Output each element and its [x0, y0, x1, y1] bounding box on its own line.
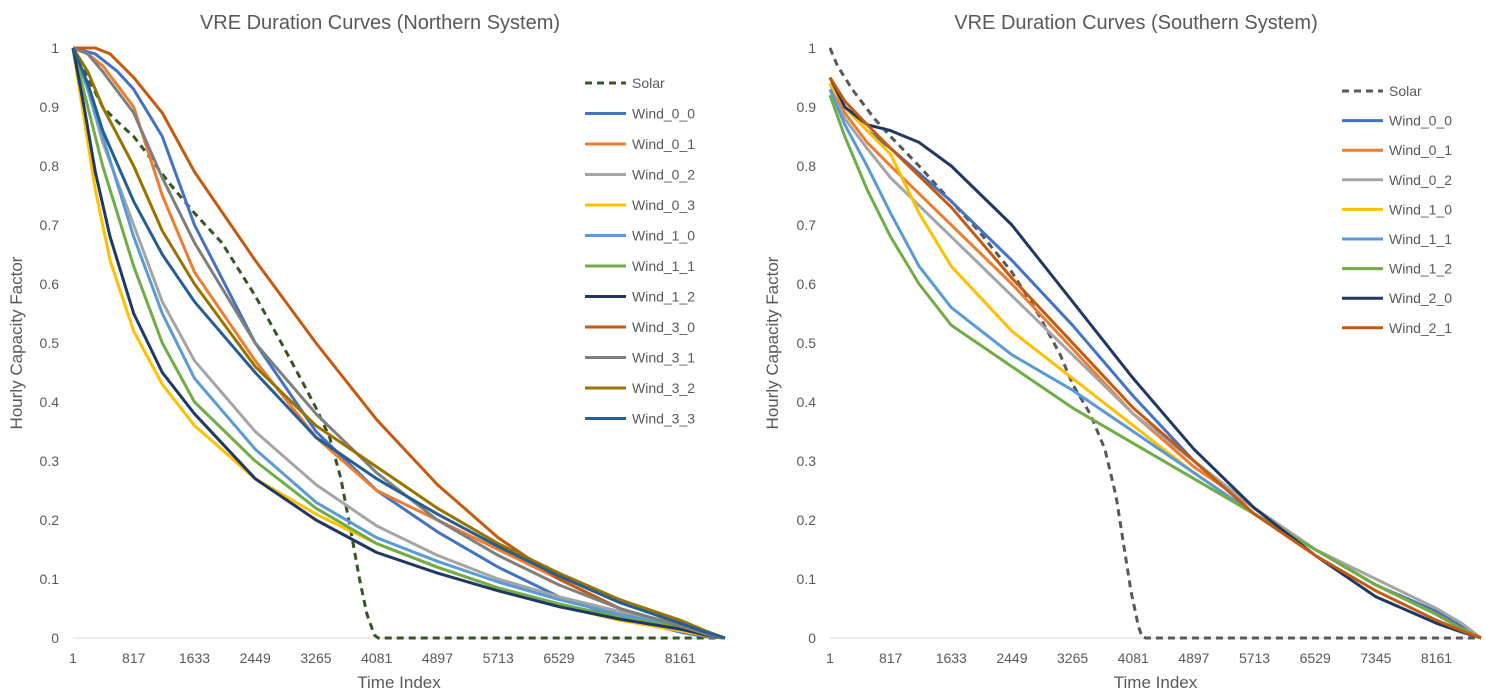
y-tick-label: 0.2	[40, 512, 60, 528]
series-line-wind-2-0	[828, 76, 1482, 640]
y-axis-label: Hourly Capacity Factor	[763, 256, 782, 429]
y-tick-label: 1	[51, 40, 59, 56]
legend-label-wind-1-0: Wind_1_0	[1389, 201, 1452, 217]
legend-label-wind-0-1: Wind_0_1	[632, 136, 695, 152]
x-tick-label: 3265	[300, 650, 331, 666]
y-tick-label: 0.7	[40, 217, 60, 233]
series-line-wind-3-1	[72, 46, 726, 640]
y-tick-label: 0.5	[797, 335, 817, 351]
y-tick-label: 0.8	[797, 158, 817, 174]
legend-label-wind-3-3: Wind_3_3	[632, 411, 695, 427]
y-tick-label: 0.4	[40, 394, 60, 410]
series-line-wind-0-0	[72, 46, 726, 640]
legend-label-wind-0-1: Wind_0_1	[1389, 142, 1452, 158]
series-line-wind-0-2	[71, 47, 726, 640]
chart-title: VRE Duration Curves (Southern System)	[954, 12, 1317, 34]
x-tick-label: 817	[122, 650, 146, 666]
legend-label-wind-0-2: Wind_0_2	[1389, 172, 1452, 188]
series-line-wind-1-2	[828, 94, 1482, 640]
x-tick-label: 3265	[1057, 650, 1088, 666]
series-line-wind-0-1	[72, 46, 726, 640]
x-tick-label: 1633	[936, 650, 967, 666]
legend-label-wind-1-2: Wind_1_2	[632, 289, 695, 305]
legend: Solar Wind_0_0 Wind_0_1 Wind_0_2 Wind_0_3 Win…	[585, 75, 695, 427]
x-tick-label: 1	[826, 650, 834, 666]
series-line-wind-3-3	[71, 47, 726, 640]
x-tick-label: 2449	[996, 650, 1027, 666]
x-tick-label: 6529	[543, 650, 574, 666]
legend-label-wind-1-2: Wind_1_2	[1389, 261, 1452, 277]
series-line-solar	[828, 47, 1481, 640]
series-line-wind-0-2	[828, 88, 1482, 640]
y-tick-label: 0.9	[40, 99, 60, 115]
series-line-wind-2-1	[828, 76, 1482, 640]
legend-label-solar: Solar	[1389, 83, 1422, 99]
series-line-solar	[71, 47, 725, 640]
legend-label-wind-3-1: Wind_3_1	[632, 350, 695, 366]
legend-label-wind-2-1: Wind_2_1	[1389, 320, 1452, 336]
panel-southern: VRE Duration Curves (Southern System) Hou…	[763, 12, 1482, 692]
y-tick-label: 0.3	[40, 453, 60, 469]
y-tick-label: 0	[808, 630, 816, 646]
y-tick-label: 0.6	[797, 276, 817, 292]
y-tick-label: 0	[51, 630, 59, 646]
y-axis-label: Hourly Capacity Factor	[7, 256, 26, 429]
y-tick-label: 0.5	[40, 335, 60, 351]
x-tick-label: 4081	[361, 650, 392, 666]
series-line-wind-1-0	[828, 82, 1482, 640]
y-tick-label: 0.6	[40, 276, 60, 292]
chart-title: VRE Duration Curves (Northern System)	[200, 12, 560, 34]
series-line-wind-1-0	[71, 47, 726, 640]
x-tick-label: 1	[69, 650, 77, 666]
y-tick-label: 0.4	[797, 394, 817, 410]
x-tick-label: 4081	[1118, 650, 1149, 666]
x-tick-label: 4897	[1178, 650, 1209, 666]
series-line-wind-0-3	[71, 47, 726, 640]
x-tick-label: 2449	[240, 650, 271, 666]
x-tick-label: 5713	[1239, 650, 1270, 666]
legend-label-wind-2-0: Wind_2_0	[1389, 290, 1452, 306]
series-line-wind-0-1	[828, 82, 1482, 640]
x-tick-label: 817	[879, 650, 903, 666]
legend-label-wind-0-0: Wind_0_0	[632, 106, 695, 122]
legend-label-wind-1-1: Wind_1_1	[632, 258, 695, 274]
x-axis-label: Time Index	[1114, 673, 1198, 692]
x-tick-label: 4897	[422, 650, 453, 666]
series-line-wind-3-0	[73, 46, 726, 640]
y-tick-label: 0.9	[797, 99, 817, 115]
y-tick-label: 0.2	[797, 512, 817, 528]
y-tick-label: 0.3	[797, 453, 817, 469]
y-tick-label: 1	[808, 40, 816, 56]
x-tick-label: 8161	[665, 650, 696, 666]
x-tick-label: 7345	[1360, 650, 1391, 666]
y-tick-label: 0.1	[40, 571, 60, 587]
x-axis-label: Time Index	[357, 673, 441, 692]
x-tick-label: 5713	[483, 650, 514, 666]
series-line-wind-1-2	[71, 47, 726, 640]
legend-label-wind-3-2: Wind_3_2	[632, 380, 695, 396]
legend-label-wind-0-3: Wind_0_3	[632, 197, 695, 213]
legend-label-wind-1-1: Wind_1_1	[1389, 231, 1452, 247]
legend-label-wind-0-2: Wind_0_2	[632, 167, 695, 183]
x-tick-label: 1633	[179, 650, 210, 666]
series-line-wind-1-1	[828, 88, 1482, 640]
panel-northern: VRE Duration Curves (Northern System) Hou…	[7, 12, 726, 692]
y-tick-label: 0.7	[797, 217, 817, 233]
legend-label-wind-0-0: Wind_0_0	[1389, 113, 1452, 129]
x-tick-label: 7345	[604, 650, 635, 666]
legend-label-wind-3-0: Wind_3_0	[632, 319, 695, 335]
series-line-wind-0-0	[828, 76, 1482, 640]
x-tick-label: 6529	[1300, 650, 1331, 666]
legend-label-wind-1-0: Wind_1_0	[632, 228, 695, 244]
series-line-wind-3-2	[71, 47, 726, 640]
series-line-wind-1-1	[71, 47, 726, 640]
x-tick-label: 8161	[1421, 650, 1452, 666]
y-tick-label: 0.8	[40, 158, 60, 174]
legend-label-solar: Solar	[632, 75, 665, 91]
y-tick-label: 0.1	[797, 571, 817, 587]
legend: Solar Wind_0_0 Wind_0_1 Wind_0_2 Wind_1_0 Win…	[1342, 83, 1452, 336]
